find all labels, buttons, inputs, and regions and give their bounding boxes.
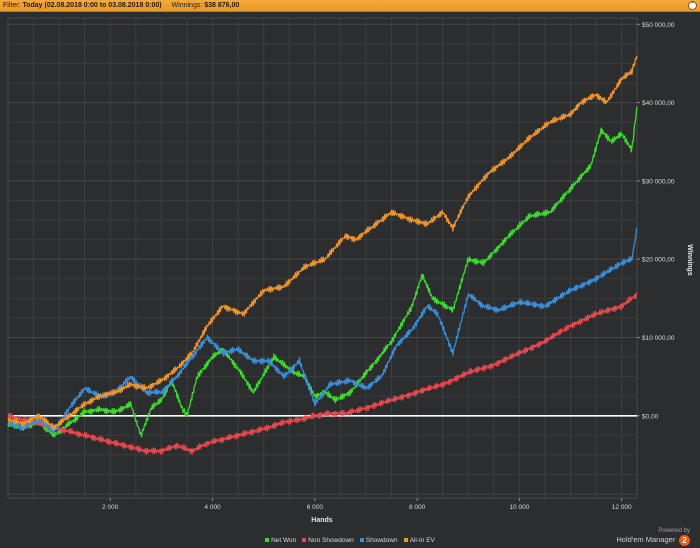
powered-by-label: Powered by xyxy=(658,528,690,535)
brand-name: Hold'em Manager xyxy=(616,535,676,545)
chart-grid xyxy=(7,17,638,499)
winnings-chart: $0,00 $10 000,00 $20 000,00 $30 000,00 $40 0… xyxy=(7,17,693,524)
y-tick-label: $0,00 xyxy=(642,413,659,420)
legend-swatch xyxy=(359,538,364,543)
y-tick-label: $20 000,00 xyxy=(642,257,675,264)
legend-item[interactable]: Non Showdown xyxy=(302,537,354,544)
y-axis-label: Winnings xyxy=(686,244,693,276)
legend-swatch xyxy=(265,538,270,543)
y-axis: $0,00 $10 000,00 $20 000,00 $30 000,00 $40 0… xyxy=(637,22,675,420)
legend-item[interactable]: Showdown xyxy=(359,537,398,544)
filter-date-range: Today (02.08.2018 0:00 to 03.08.2018 0:0… xyxy=(22,2,162,9)
y-tick-label: $40 000,00 xyxy=(642,100,675,107)
branding: Powered by Hold'em Manager 2 xyxy=(616,528,690,546)
winnings-value: $38 876,00 xyxy=(204,2,240,9)
winnings-label: Winnings: xyxy=(171,2,203,9)
x-tick-label: 2 000 xyxy=(102,504,119,511)
filter-bar: Filter: Today (02.08.2018 0:00 to 03.08.… xyxy=(0,0,700,12)
x-tick-label: 4 000 xyxy=(204,504,221,511)
filter-label: Filter: xyxy=(3,2,21,9)
legend-item[interactable]: All-In EV xyxy=(403,537,435,544)
legend-swatch xyxy=(302,538,307,543)
y-tick-label: $30 000,00 xyxy=(642,178,675,185)
x-axis: 2 000 4 000 6 000 8 000 10 000 12 000 xyxy=(102,498,632,511)
chart-series-layer xyxy=(7,55,638,455)
chart-legend: Net Won Non Showdown Showdown All-In EV xyxy=(0,537,700,547)
chevron-up-icon[interactable]: ⌃ xyxy=(688,1,697,10)
x-axis-label: Hands xyxy=(311,517,333,524)
legend-label: All-In EV xyxy=(409,537,435,544)
x-tick-label: 8 000 xyxy=(409,504,426,511)
y-tick-label: $10 000,00 xyxy=(642,335,675,342)
brand-logo-icon: 2 xyxy=(679,535,690,546)
legend-item[interactable]: Net Won xyxy=(265,537,296,544)
legend-label: Non Showdown xyxy=(308,537,354,544)
y-tick-label: $50 000,00 xyxy=(642,22,675,29)
legend-swatch xyxy=(403,538,408,543)
series-line-non-showdown xyxy=(7,292,638,455)
x-tick-label: 6 000 xyxy=(307,504,324,511)
legend-label: Showdown xyxy=(365,537,398,544)
legend-label: Net Won xyxy=(271,537,297,544)
series-line-all-in-ev xyxy=(7,55,638,431)
x-tick-label: 10 000 xyxy=(509,504,529,511)
x-tick-label: 12 000 xyxy=(612,504,632,511)
